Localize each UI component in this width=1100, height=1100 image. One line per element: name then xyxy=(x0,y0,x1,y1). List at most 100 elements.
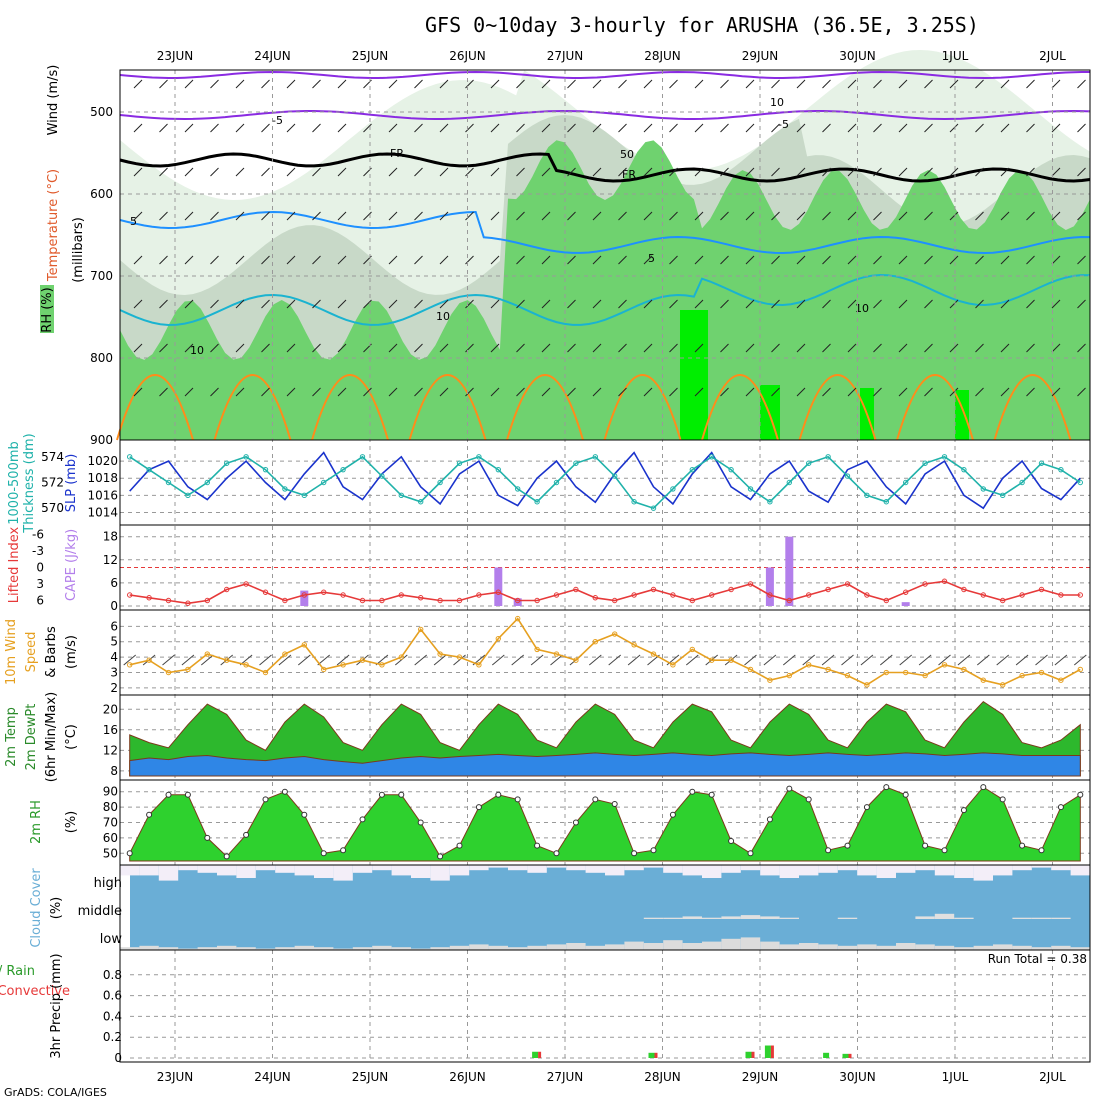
cape-bar xyxy=(901,602,910,606)
wind-barb xyxy=(771,211,780,221)
wind-barb xyxy=(286,211,296,221)
wind10-line-point xyxy=(903,669,909,676)
cloud-middle-gap xyxy=(837,917,858,919)
wind-barb xyxy=(720,211,729,221)
wind-barb xyxy=(592,211,602,221)
wind-barb xyxy=(898,211,908,221)
date-label-bottom-27JUN: 27JUN xyxy=(547,1070,584,1084)
thickness-line-point xyxy=(980,486,986,492)
lifted-index-line-point xyxy=(650,586,657,593)
rh2m-point xyxy=(572,819,579,826)
thickness-line-point xyxy=(204,479,211,486)
cloud-high-gap xyxy=(275,865,295,873)
wind-barb xyxy=(516,343,525,353)
wind-barb xyxy=(541,211,551,221)
wind-barb xyxy=(796,211,806,221)
rh2m-area xyxy=(129,786,1081,862)
wind-barb xyxy=(337,123,347,133)
lifted-index-line-point xyxy=(631,592,637,598)
wind-barb xyxy=(235,211,245,221)
wind-barb xyxy=(873,299,882,309)
wind10-tick-6: 6 xyxy=(110,619,118,633)
wind-barb xyxy=(847,79,857,89)
cloud-low-gap xyxy=(333,948,353,950)
lifted-index-line-point xyxy=(146,595,152,601)
cloud-low-gap xyxy=(120,947,140,950)
wind10-line-point xyxy=(864,682,870,688)
wind10-barb xyxy=(511,654,525,666)
wind-barb xyxy=(439,255,449,265)
wind-barb xyxy=(312,299,321,309)
cloud-high-gap xyxy=(1051,865,1071,871)
label-temp2m-1: 2m DewPt xyxy=(24,704,39,771)
wind-barb xyxy=(363,211,372,221)
wind-barb xyxy=(439,387,449,397)
rh2m-point xyxy=(611,801,618,808)
pressure-tick-600: 600 xyxy=(90,187,113,201)
wind10-line-point xyxy=(922,672,928,679)
lifted-index-line-point xyxy=(709,592,715,598)
slp-tick-1016: 1016 xyxy=(87,488,118,502)
cloud-high-gap xyxy=(391,865,411,876)
wind-barb xyxy=(1051,167,1061,177)
wind-barb xyxy=(949,79,959,89)
lifted-index-line-point xyxy=(127,592,133,598)
wind-barb xyxy=(796,343,806,353)
cloud-low-gap xyxy=(585,945,605,950)
rh2m-point xyxy=(747,850,754,857)
wind10-line-point xyxy=(553,651,560,657)
wind10-line-point xyxy=(786,672,792,679)
wind10-line-point xyxy=(883,669,889,676)
wind-barb xyxy=(873,79,882,89)
wind-barb xyxy=(720,255,729,265)
date-label-bottom-24JUN: 24JUN xyxy=(254,1070,291,1084)
rain-bar xyxy=(532,1051,539,1058)
wind-barb xyxy=(975,343,984,353)
thickness-line-point xyxy=(340,466,346,473)
date-label-bottom-25JUN: 25JUN xyxy=(352,1070,389,1084)
wind-barb xyxy=(490,167,500,177)
wind10-barb xyxy=(627,654,641,666)
wind-barb xyxy=(414,343,423,353)
contour-label-neg5: -5 xyxy=(272,114,283,127)
wind-barb xyxy=(898,167,908,177)
thickness-tick-574: 574 xyxy=(41,450,64,464)
label-wind10-1: Speed xyxy=(24,632,39,673)
wind-barb xyxy=(261,123,270,133)
thickness-line-point xyxy=(670,486,676,492)
temp-orange-arch xyxy=(213,374,292,441)
wind-barb xyxy=(439,343,449,353)
freezing-level-line xyxy=(119,152,1091,183)
label-temperature: Temperature (°C) xyxy=(46,169,61,282)
wind-barb xyxy=(337,255,347,265)
wind-barb xyxy=(159,343,168,353)
cloud-low-gap xyxy=(896,943,916,950)
rh-legend-swatch xyxy=(40,285,54,333)
cloud-high-gap xyxy=(139,865,159,876)
rh2m-point xyxy=(534,842,541,849)
wind10-tick-2: 2 xyxy=(110,681,118,695)
wind-barb xyxy=(337,387,347,397)
wind10-line-point xyxy=(747,666,754,673)
rh2m-point xyxy=(941,847,948,854)
rh2m-point xyxy=(786,785,793,792)
wind-barb xyxy=(694,343,704,353)
wind10-line-point xyxy=(418,626,424,633)
wind-barb xyxy=(1051,387,1061,397)
wind10-barb xyxy=(666,654,680,666)
wind-barb xyxy=(949,211,959,221)
wind-barb xyxy=(286,343,296,353)
date-label-top-27JUN: 27JUN xyxy=(547,49,584,63)
wind-barb xyxy=(694,79,704,89)
wind10-barb xyxy=(763,654,777,666)
wind-barb xyxy=(388,211,398,221)
rain-bar xyxy=(745,1051,752,1058)
wind-barb xyxy=(822,343,831,353)
wind10-barb xyxy=(957,654,971,666)
wind-barb xyxy=(1051,123,1061,133)
wind-barb xyxy=(541,79,551,89)
wind-barb xyxy=(618,123,627,133)
cloud-low-gap xyxy=(255,948,276,950)
label-temp2m-2: (6hr Min/Max) xyxy=(44,692,59,782)
rh-green-region xyxy=(120,140,1090,441)
